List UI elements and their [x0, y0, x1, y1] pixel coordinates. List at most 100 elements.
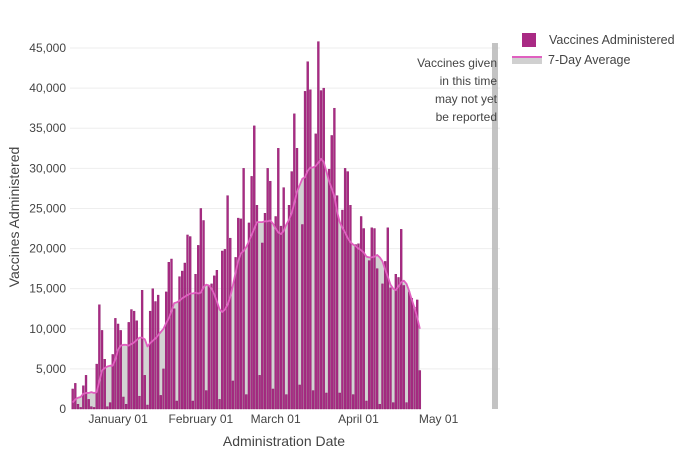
bar [400, 229, 403, 410]
bar [172, 308, 176, 410]
bar [258, 375, 261, 410]
bar [186, 234, 189, 410]
bar [156, 294, 160, 410]
bar [354, 244, 357, 410]
bar [92, 407, 96, 410]
x-tick-label: May 01 [419, 412, 459, 426]
bar [76, 403, 80, 410]
axis-layer: 0 5,000 10,000 15,000 20,000 25,000 30,000 35,0… [29, 41, 458, 426]
line-layer [71, 157, 421, 404]
bar [362, 228, 365, 410]
y-tick-label: 25,000 [29, 201, 66, 215]
bar [221, 250, 224, 410]
bar [231, 380, 235, 410]
bar [351, 394, 355, 410]
bar [386, 227, 389, 410]
bar [114, 318, 117, 410]
bar [325, 392, 328, 410]
bar [279, 225, 283, 410]
bar [154, 301, 157, 410]
y-tick-label: 35,000 [29, 121, 66, 135]
bar [116, 323, 120, 410]
annotation-line: may not yet [435, 92, 498, 106]
bar [79, 407, 82, 410]
bar [274, 216, 277, 410]
bar [183, 262, 187, 410]
bar [416, 299, 419, 410]
bar [250, 176, 253, 410]
bar [357, 243, 360, 410]
y-tick-label: 10,000 [29, 322, 66, 336]
bar [330, 135, 333, 410]
bar [402, 285, 406, 410]
bar [319, 90, 323, 410]
bar [367, 260, 371, 410]
legend-item-bars[interactable]: Vaccines Administered [512, 30, 700, 50]
bar [338, 392, 341, 410]
bar [290, 171, 293, 410]
bar [413, 306, 416, 410]
bar [71, 388, 74, 410]
bar [295, 148, 299, 410]
bar [215, 270, 219, 410]
annotation-line: in this time [440, 74, 498, 88]
bar [375, 268, 379, 410]
bar [418, 370, 422, 410]
legend-item-line[interactable]: 7-Day Average [512, 50, 700, 70]
bar-layer [71, 41, 422, 410]
bar [108, 402, 112, 410]
bar [74, 383, 77, 410]
legend-bar-swatch-icon [522, 33, 536, 47]
bar [210, 283, 213, 410]
y-tick-label: 45,000 [29, 41, 66, 55]
bar [124, 403, 128, 410]
bar [343, 168, 347, 410]
bar [202, 220, 205, 410]
bar [178, 276, 181, 410]
bar [287, 205, 291, 410]
legend: Vaccines Administered 7-Day Average [512, 30, 700, 70]
bar [253, 125, 256, 410]
bar [199, 208, 203, 410]
bar [111, 354, 114, 410]
bar [293, 113, 296, 410]
bar [349, 205, 352, 410]
bar [213, 275, 216, 410]
bar [327, 168, 331, 410]
bar [408, 291, 411, 410]
bar [370, 227, 373, 410]
bar [285, 394, 288, 410]
bar [314, 133, 317, 410]
shade-layer [491, 43, 498, 409]
legend-label-bars: Vaccines Administered [549, 33, 675, 47]
bar [263, 213, 267, 410]
bar [298, 384, 301, 410]
bar [194, 274, 197, 410]
bar [223, 249, 227, 410]
bar [140, 290, 144, 410]
bar [359, 216, 363, 410]
bar [148, 310, 152, 410]
bar [333, 107, 336, 410]
bar [234, 257, 237, 410]
x-tick-label: February 01 [169, 412, 234, 426]
legend-line-swatch-icon [512, 54, 542, 66]
bar [164, 291, 168, 410]
bar [266, 168, 269, 410]
y-tick-label: 15,000 [29, 282, 66, 296]
x-tick-label: March 01 [251, 412, 301, 426]
bar [341, 209, 344, 410]
bar [378, 403, 381, 410]
bar [301, 224, 304, 410]
bar [205, 390, 208, 410]
bar [255, 205, 259, 410]
bar [146, 404, 149, 410]
bar [394, 274, 398, 410]
bar [191, 400, 195, 410]
bar [392, 402, 395, 410]
bar [175, 400, 178, 410]
annotation-layer: Vaccines given in this time may not yet be … [417, 56, 497, 124]
bar [181, 270, 184, 410]
bar [218, 399, 221, 410]
